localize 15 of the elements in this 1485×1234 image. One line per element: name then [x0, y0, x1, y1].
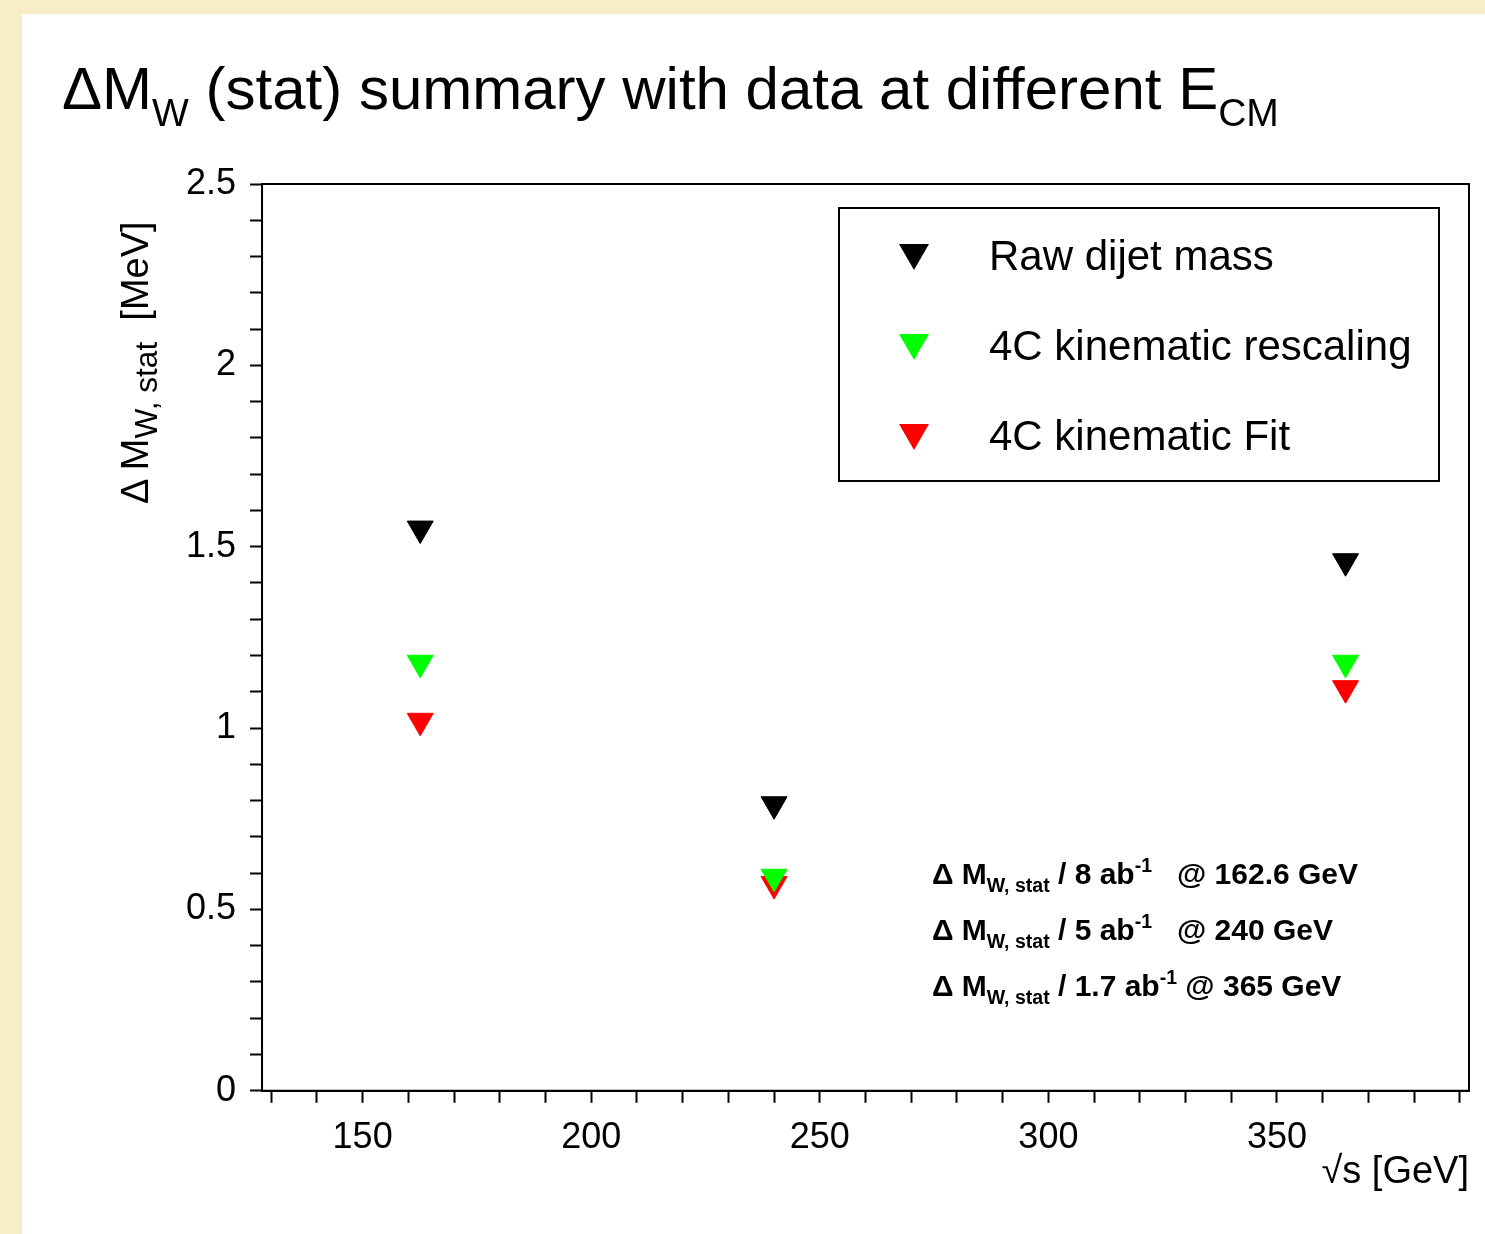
x-tick-label: 250 — [789, 1115, 850, 1157]
legend-label: Raw dijet mass — [989, 232, 1274, 279]
y-tick-label: 2 — [216, 342, 237, 384]
y-tick-label: 0.5 — [186, 886, 237, 928]
legend-label: 4C kinematic Fit — [989, 412, 1291, 459]
y-tick-label: 1 — [216, 705, 237, 746]
x-tick-label: 300 — [1018, 1115, 1079, 1157]
y-tick-label: 1.5 — [186, 523, 237, 565]
legend-label: 4C kinematic rescaling — [989, 322, 1412, 369]
y-tick-label: 0 — [216, 1067, 237, 1109]
x-tick-label: 150 — [332, 1115, 393, 1157]
x-tick-label: 350 — [1246, 1115, 1308, 1157]
x-tick-label: 200 — [561, 1115, 622, 1157]
y-tick-label: 2.5 — [186, 160, 237, 202]
x-axis-title: √s [GeV] — [1321, 1148, 1470, 1191]
